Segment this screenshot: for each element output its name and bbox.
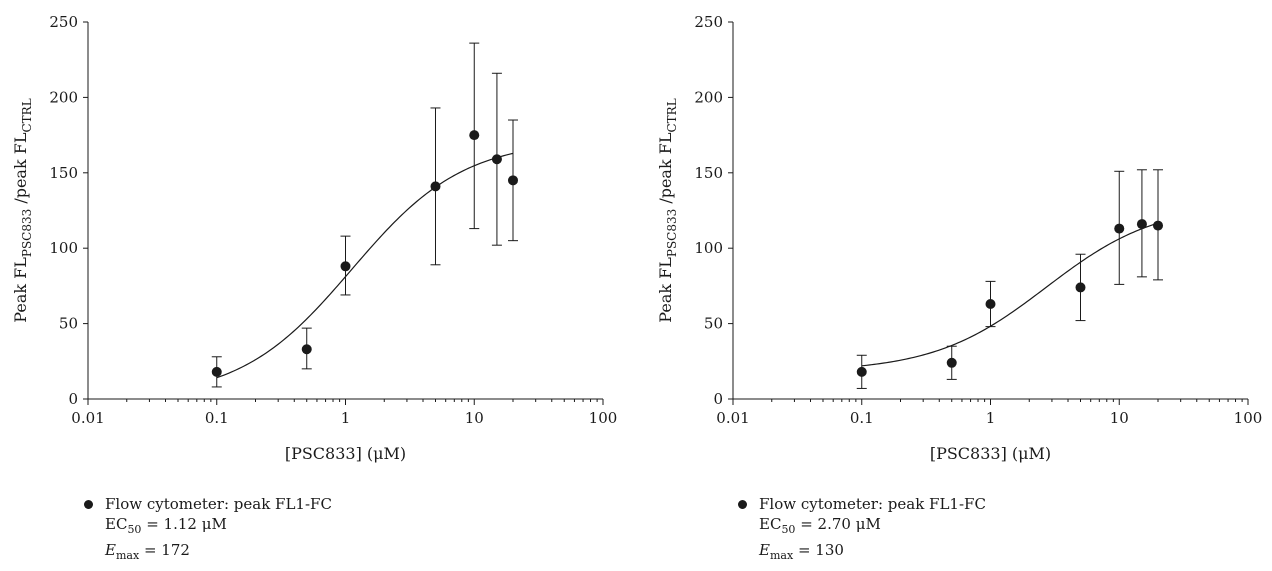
e-subscript: max: [769, 549, 794, 562]
y-tick-label: 150: [49, 164, 78, 182]
data-point: [430, 181, 441, 192]
data-point: [211, 366, 222, 377]
ec-symbol: EC: [105, 515, 128, 533]
y-axis-title-subscript: CTRL: [20, 98, 34, 132]
ec50-value: = 2.70 μM: [800, 515, 881, 533]
ec-symbol: EC: [759, 515, 782, 533]
legend-emax: Emax = 172: [84, 540, 332, 566]
y-tick-label: 200: [694, 88, 723, 106]
y-axis-title-subscript: PSC833: [665, 209, 679, 257]
y-tick-label: 200: [49, 88, 78, 106]
y-axis-title-part: /peak FL: [656, 132, 675, 209]
ec-subscript: 50: [781, 523, 796, 536]
e-subscript: max: [115, 549, 140, 562]
chart-panel-left: 0 50 100 150 200 250 0.01 0.1 1 10 100 [PSC833] (μM…: [11, 13, 618, 566]
data-point: [491, 154, 502, 165]
data-point: [1114, 223, 1125, 234]
y-axis-title: Peak FLPSC833 /peak FLCTRL: [656, 98, 679, 322]
y-tick-label: 250: [49, 13, 78, 31]
y-tick-label: 50: [59, 315, 78, 333]
x-tick-label: 0.1: [850, 409, 874, 427]
legend-series-entry: Flow cytometer: peak FL1-FC: [84, 494, 332, 514]
x-tick-label: 100: [1234, 409, 1263, 427]
legend-marker-icon: [84, 499, 93, 509]
data-point: [1075, 282, 1086, 293]
x-tick-label: 1: [341, 409, 351, 427]
y-tick-label: 100: [694, 239, 723, 257]
data-point: [508, 175, 519, 186]
y-tick-label: 50: [704, 315, 723, 333]
x-tick-label: 0.01: [716, 409, 749, 427]
legend-left: Flow cytometer: peak FL1-FC EC50 = 1.12 …: [84, 494, 332, 566]
data-point: [1136, 219, 1147, 230]
legend-series-label: Flow cytometer: peak FL1-FC: [759, 495, 986, 513]
emax-value: = 172: [143, 541, 190, 559]
data-point: [856, 366, 867, 377]
y-tick-label: 0: [713, 390, 723, 408]
emax-value: = 130: [797, 541, 844, 559]
data-point: [301, 344, 312, 355]
chart-panel-right: 0 50 100 150 200 250 0.01 0.1 1 10 100 [PSC833] (μM…: [636, 0, 1272, 571]
chart-left-svg: 0 50 100 150 200 250 0.01 0.1 1 10 100 [PSC833] (μM…: [11, 13, 618, 463]
data-point: [1153, 220, 1164, 231]
x-tick-label: 1: [986, 409, 996, 427]
fit-curve-line: [216, 152, 514, 379]
x-tick-label: 0.01: [71, 409, 104, 427]
y-tick-label: 0: [68, 390, 78, 408]
data-point: [946, 357, 957, 368]
x-axis-title: [PSC833] (μM): [930, 444, 1051, 463]
legend-ec50: EC50 = 2.70 μM: [738, 514, 986, 540]
ec-subscript: 50: [127, 523, 142, 536]
chart-right-svg: 0 50 100 150 200 250 0.01 0.1 1 10 100 [PSC833] (μM…: [656, 13, 1263, 463]
legend-emax: Emax = 130: [738, 540, 986, 566]
y-tick-label: 250: [694, 13, 723, 31]
e-symbol: E: [759, 541, 770, 559]
legend-right: Flow cytometer: peak FL1-FC EC50 = 2.70 …: [738, 494, 986, 566]
x-tick-label: 0.1: [205, 409, 229, 427]
legend-series-entry: Flow cytometer: peak FL1-FC: [738, 494, 986, 514]
data-point: [340, 261, 351, 272]
x-tick-label: 10: [465, 409, 484, 427]
fit-curve-line: [861, 222, 1159, 367]
y-axis-title-part: Peak FL: [656, 257, 675, 323]
y-axis-title-part: /peak FL: [11, 132, 30, 209]
e-symbol: E: [105, 541, 116, 559]
data-point: [469, 130, 480, 141]
y-tick-label: 100: [49, 239, 78, 257]
data-point: [985, 298, 996, 309]
y-axis-title-part: Peak FL: [11, 257, 30, 323]
y-axis-title-subscript: PSC833: [20, 209, 34, 257]
x-tick-label: 10: [1110, 409, 1129, 427]
y-axis-title-subscript: CTRL: [665, 98, 679, 132]
legend-marker-icon: [738, 499, 747, 509]
legend-series-label: Flow cytometer: peak FL1-FC: [105, 495, 332, 513]
y-axis-title: Peak FLPSC833 /peak FLCTRL: [11, 98, 34, 322]
legend-ec50: EC50 = 1.12 μM: [84, 514, 332, 540]
y-tick-label: 150: [694, 164, 723, 182]
x-tick-label: 100: [589, 409, 618, 427]
x-axis-title: [PSC833] (μM): [285, 444, 406, 463]
ec50-value: = 1.12 μM: [146, 515, 227, 533]
